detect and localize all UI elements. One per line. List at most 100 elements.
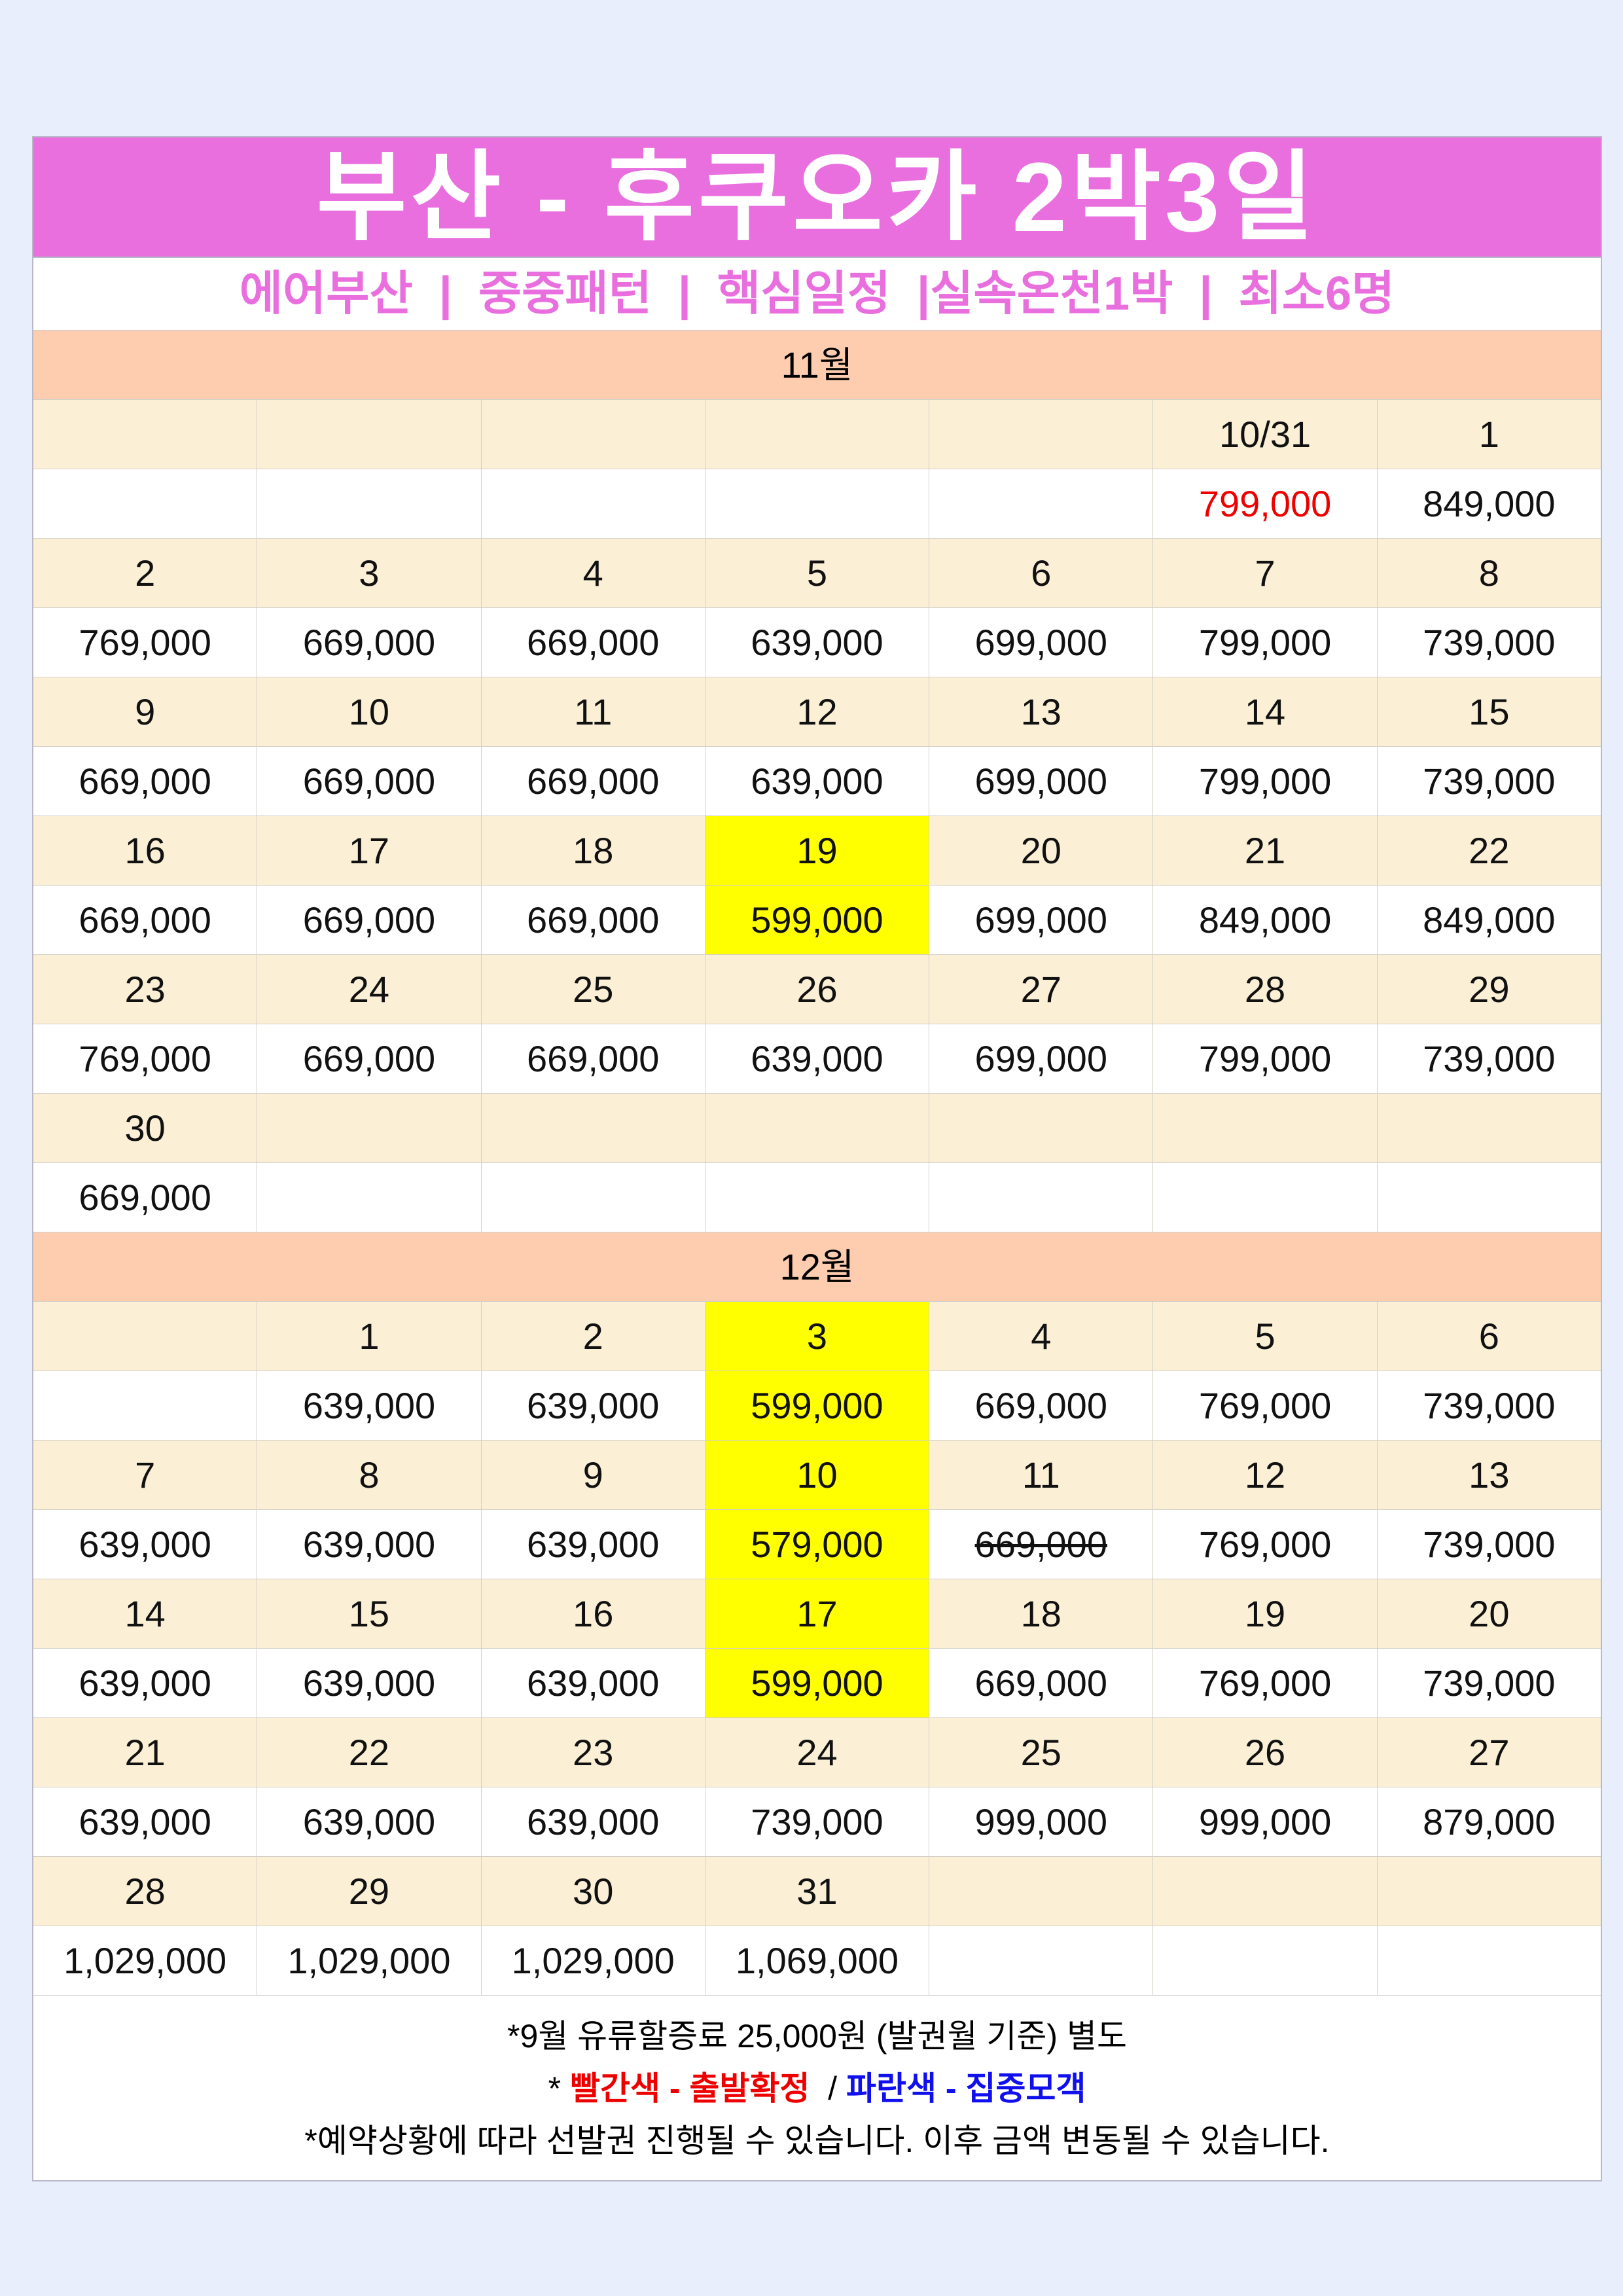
- date-label: 29: [348, 1871, 390, 1912]
- date-label: 14: [1244, 691, 1286, 732]
- date-label: 8: [359, 1454, 380, 1496]
- date-row: 16 17 18 19 20 21 22: [33, 816, 1601, 885]
- price-cell: 739,000: [1376, 1371, 1601, 1440]
- price-value: 669,000: [302, 761, 436, 802]
- price-cell: 639,000: [257, 1787, 480, 1856]
- price-cell: 669,000: [480, 1024, 705, 1093]
- price-value: 669,000: [974, 1524, 1107, 1565]
- price-value: 639,000: [526, 1524, 660, 1565]
- date-cell: 25: [480, 955, 705, 1024]
- price-cell: 669,000: [929, 1371, 1152, 1440]
- date-cell: 12: [704, 677, 929, 746]
- price-cell: 599,000: [704, 1649, 929, 1717]
- date-cell: 8: [1376, 539, 1601, 607]
- price-cell: [257, 1163, 480, 1232]
- page-title: 부산 - 후쿠오카 2박3일: [33, 137, 1601, 257]
- date-cell: 10: [704, 1441, 929, 1509]
- price-row: 639,000 639,000 599,000 669,000 769,000 739,0…: [33, 1371, 1601, 1440]
- price-value: 999,000: [1198, 1801, 1332, 1842]
- date-cell: 13: [1376, 1441, 1601, 1509]
- price-cell: 669,000: [929, 1649, 1152, 1717]
- price-cell: 639,000: [33, 1510, 257, 1579]
- price-row: 639,000 639,000 639,000 739,000 999,000 999,0…: [33, 1787, 1601, 1856]
- date-label: 11: [1022, 1454, 1060, 1496]
- price-value: 849,000: [1423, 483, 1556, 524]
- date-label: 21: [124, 1732, 166, 1773]
- date-cell: 11: [480, 677, 705, 746]
- date-label: 28: [1244, 969, 1286, 1010]
- price-cell: 639,000: [33, 1649, 257, 1717]
- date-cell: 5: [704, 539, 929, 607]
- date-cell: 17: [257, 816, 480, 885]
- date-label: 15: [348, 1593, 390, 1634]
- date-cell: 1: [1376, 400, 1601, 469]
- price-value: 599,000: [751, 1385, 883, 1426]
- price-cell: 739,000: [1376, 747, 1601, 816]
- date-row: 9 10 11 12 13 14 15: [33, 677, 1601, 746]
- price-cell: 599,000: [704, 886, 929, 954]
- date-label: 11: [574, 691, 613, 732]
- month-header: 12월: [33, 1232, 1601, 1301]
- price-row: 1,029,000 1,029,000 1,029,000 1,069,000: [33, 1926, 1601, 1995]
- price-row: 769,000 669,000 669,000 639,000 699,000 799,0…: [33, 607, 1601, 677]
- price-cell: 739,000: [1376, 608, 1601, 677]
- date-label: 1: [359, 1316, 380, 1357]
- price-value: 669,000: [974, 1385, 1107, 1426]
- date-label: 30: [573, 1871, 614, 1912]
- price-value: 669,000: [526, 1038, 660, 1079]
- date-cell: 6: [1376, 1302, 1601, 1371]
- price-cell: 799,000: [1152, 1024, 1376, 1093]
- calendar-body: 11월 10/31 1 799,000 849,000 2 3 4 5 6 7 8 769,000 669…: [33, 330, 1601, 1995]
- date-cell: 22: [257, 1718, 480, 1787]
- date-row: 1 2 3 4 5 6: [33, 1301, 1601, 1371]
- date-label: 9: [135, 691, 156, 732]
- date-label: 27: [1469, 1732, 1510, 1773]
- price-cell: 669,000: [33, 1163, 257, 1232]
- date-cell: 8: [257, 1441, 480, 1509]
- price-cell: 579,000: [704, 1510, 929, 1579]
- date-row: 21 22 23 24 25 26 27: [33, 1717, 1601, 1787]
- date-cell: 23: [33, 955, 257, 1024]
- price-value: 639,000: [751, 1038, 883, 1079]
- price-value: 739,000: [1423, 1385, 1556, 1426]
- date-label: 9: [582, 1454, 603, 1496]
- price-cell: 799,000: [1152, 608, 1376, 677]
- date-cell: 3: [704, 1302, 929, 1371]
- price-value: 639,000: [751, 622, 883, 663]
- price-cell: 739,000: [1376, 1649, 1601, 1717]
- date-cell: [33, 1302, 257, 1371]
- price-cell: 699,000: [929, 747, 1152, 816]
- date-cell: 28: [33, 1857, 257, 1926]
- price-value: 669,000: [79, 899, 211, 941]
- date-cell: 27: [929, 955, 1152, 1024]
- price-cell: 1,029,000: [480, 1926, 705, 1995]
- date-cell: 31: [704, 1857, 929, 1926]
- price-cell: 669,000: [480, 747, 705, 816]
- date-cell: 9: [480, 1441, 705, 1509]
- date-cell: [1376, 1857, 1601, 1926]
- price-value: 699,000: [974, 761, 1107, 802]
- date-cell: [704, 1094, 929, 1162]
- price-value: 739,000: [1423, 761, 1556, 802]
- date-cell: 19: [704, 816, 929, 885]
- price-cell: 849,000: [1376, 886, 1601, 954]
- date-cell: 17: [704, 1579, 929, 1648]
- legend-prefix: *: [548, 2070, 570, 2107]
- price-value: 669,000: [302, 622, 436, 663]
- date-cell: 25: [929, 1718, 1152, 1787]
- price-cell: 639,000: [480, 1787, 705, 1856]
- date-cell: 24: [704, 1718, 929, 1787]
- legend-confirmed: 빨간색 - 출발확정: [569, 2070, 810, 2107]
- price-value: 769,000: [1198, 1524, 1332, 1565]
- date-cell: 10: [257, 677, 480, 746]
- price-value: 849,000: [1423, 899, 1556, 941]
- price-cell: 799,000: [1152, 469, 1376, 538]
- date-label: 21: [1244, 830, 1286, 871]
- price-cell: [1376, 1926, 1601, 1995]
- date-cell: [1152, 1857, 1376, 1926]
- date-label: 7: [135, 1454, 156, 1496]
- price-value: 639,000: [302, 1801, 436, 1842]
- price-value: 769,000: [79, 622, 211, 663]
- date-cell: 27: [1376, 1718, 1601, 1787]
- date-label: 24: [796, 1732, 838, 1773]
